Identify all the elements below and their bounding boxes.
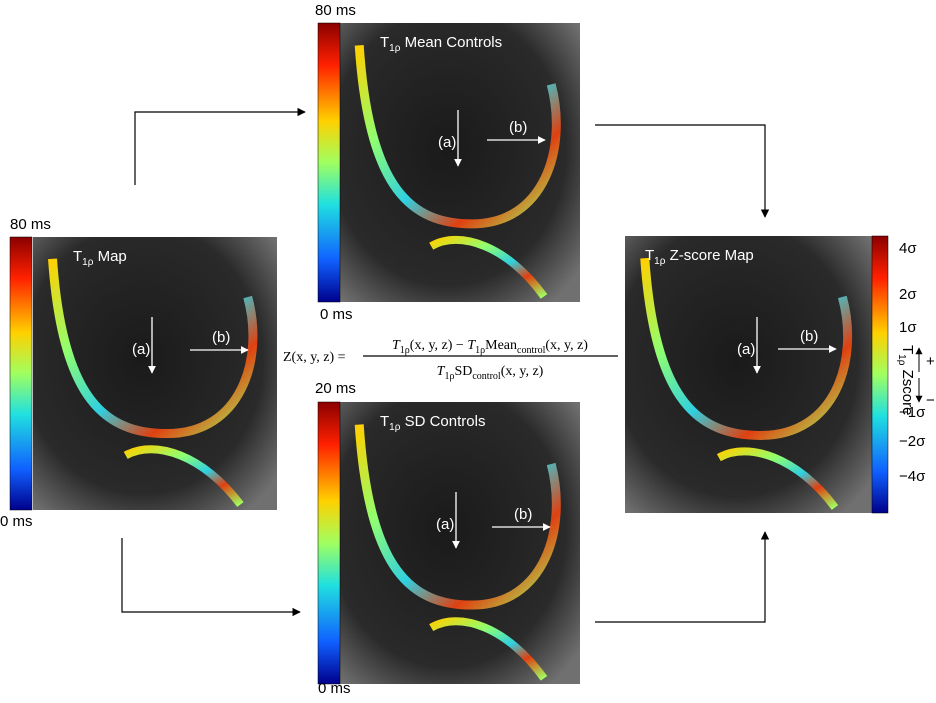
title-text: Z-score Map [665, 247, 753, 264]
symbol: T [899, 345, 916, 354]
symbol: T [380, 34, 389, 51]
subscript: 1ρ [389, 43, 401, 54]
colorbar [318, 402, 340, 684]
colorbar [318, 23, 340, 302]
sub: control [517, 345, 546, 356]
sub: control [472, 371, 501, 382]
label-a: (a) [132, 341, 150, 358]
panel: T1ρ SD Controls 20 ms 0 ms (a) (b) [315, 380, 580, 697]
part: (x, y, z) − [410, 338, 468, 353]
figure: T1ρ Map80 ms0 ms(a)(b)T1ρ Mean Controls8… [0, 0, 936, 703]
scale-min: 0 ms [320, 306, 353, 323]
colorbar-label: 2σ [899, 286, 917, 303]
scale-min: 0 ms [318, 680, 351, 697]
title-text: SD Controls [400, 413, 485, 430]
scale-min: 0 ms [0, 513, 33, 530]
mri-image [625, 236, 872, 513]
sub: 1ρ [475, 345, 485, 356]
label-b: (b) [509, 119, 527, 136]
sub: 1ρ [400, 345, 410, 356]
colorbar-label: 4σ [899, 240, 917, 257]
scale-max: 20 ms [315, 380, 356, 397]
subscript: 1ρ [896, 354, 907, 366]
part: SD [454, 364, 472, 379]
colorbar [872, 236, 888, 513]
colorbar-label: 1σ [899, 319, 917, 336]
mri-image [340, 402, 580, 684]
title-text: Zscore [899, 365, 916, 415]
plus: + [926, 353, 935, 370]
label-b: (b) [800, 328, 818, 345]
part: (x, y, z) [545, 338, 588, 353]
label-a: (a) [436, 516, 454, 533]
label-b: (b) [212, 329, 230, 346]
label-a: (a) [438, 134, 456, 151]
formula-numerator: T1ρ(x, y, z) − T1ρMeancontrol(x, y, z) [392, 338, 588, 356]
panel: T1ρ Map 80 ms 0 ms (a) (b) [0, 216, 277, 530]
colorbar-label: −4σ [899, 468, 926, 485]
panel: T1ρ Mean Controls 80 ms 0 ms (a) (b) [315, 2, 580, 323]
panel: T1ρ Z-score Map(a)(b)4σ2σ1σ−1σ−2σ−4σT1ρ … [625, 236, 935, 513]
title-text: Map [93, 248, 126, 265]
scale-max: 80 ms [315, 2, 356, 19]
label-b: (b) [514, 506, 532, 523]
label-a: (a) [737, 341, 755, 358]
mri-image [33, 237, 277, 510]
symbol: T [380, 413, 389, 430]
symbol: T [73, 248, 82, 265]
subscript: 1ρ [654, 256, 666, 267]
part: (x, y, z) [501, 364, 544, 379]
mri-image [340, 23, 580, 302]
colorbar-label: −2σ [899, 433, 926, 450]
scale-max: 80 ms [10, 216, 51, 233]
symbol: T [645, 247, 654, 264]
subscript: 1ρ [389, 422, 401, 433]
subscript: 1ρ [82, 257, 94, 268]
title-text: Mean Controls [400, 34, 502, 51]
minus: − [926, 392, 935, 409]
sub: 1ρ [444, 371, 454, 382]
part: Mean [485, 338, 517, 353]
colorbar [10, 237, 32, 510]
formula-lhs: Z(x, y, z) = [283, 350, 346, 365]
formula-denominator: T1ρSDcontrol(x, y, z) [437, 364, 544, 382]
